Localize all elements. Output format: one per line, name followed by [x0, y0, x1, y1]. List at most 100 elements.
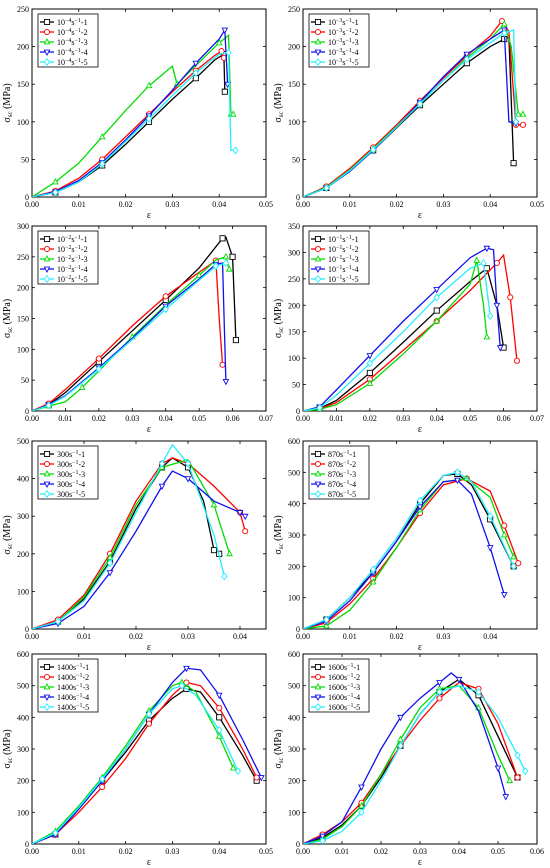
legend-unit-exponent: −1 [346, 28, 352, 34]
legend-marker [43, 49, 51, 56]
legend-unit-exponent: −1 [346, 58, 352, 64]
legend-series-name: -5 [354, 703, 361, 712]
legend-marker [314, 235, 322, 243]
legend-label: 10−4s−1-2 [57, 28, 88, 37]
series-line [32, 33, 234, 197]
x-tick: 0.01 [329, 226, 343, 423]
legend-entry: 1400s−1-4 [40, 693, 89, 702]
legend-label: 300s−1-1 [57, 450, 85, 459]
legend-series-name: -5 [81, 275, 88, 284]
y-tick: 150 [288, 328, 537, 337]
legend-unit-exponent: −1 [347, 663, 353, 669]
y-tick: 400 [17, 475, 266, 484]
legend-prefix: 1400 [57, 663, 73, 672]
data-point [54, 617, 62, 626]
x-tick: 0.06 [530, 654, 544, 856]
y-axis-title: σsc (MPa) [273, 299, 285, 338]
legend-marker [314, 481, 322, 488]
legend-marker [314, 673, 322, 681]
legend-marker [43, 673, 51, 681]
legend-entry: 870s−1-4 [311, 480, 356, 489]
legend-marker [314, 275, 322, 283]
chart-panel-1: 0.00 0.01 0.02 0.03 0.04 0.05 0 50 100 150 200 250 ε… [2, 5, 273, 221]
x-tick-label: 0.05 [259, 200, 273, 209]
legend-series-name: -2 [79, 460, 86, 469]
y-tick-label: 400 [288, 713, 300, 722]
x-tick: 0.02 [119, 9, 133, 209]
legend-prefix: 1400 [57, 693, 73, 702]
data-point [219, 235, 226, 242]
x-tick-label: 0.05 [463, 414, 477, 423]
legend-label: 1400s−1-3 [57, 683, 89, 692]
legend-prefix: 1400 [57, 703, 73, 712]
legend-series-name: -2 [83, 673, 90, 682]
legend-unit: s [342, 265, 345, 274]
series-line [32, 667, 262, 844]
x-tick: 0.03 [181, 441, 195, 641]
y-tick-label: 600 [17, 650, 29, 659]
x-tick-label: 0.01 [77, 632, 91, 641]
x-tick-label: 0.06 [497, 414, 511, 423]
y-tick-label: 250 [288, 5, 300, 14]
legend-unit: s [71, 38, 74, 47]
chart-panel-3: 0.00 0.01 0.02 0.03 0.04 0.05 0.06 0.07 0 50 100 15… [2, 222, 273, 435]
legend-prefix: 10 [328, 38, 336, 47]
data-point [433, 317, 441, 324]
legend-unit-exponent: −1 [347, 693, 353, 699]
legend-unit: s [342, 275, 345, 284]
data-point [323, 615, 330, 624]
data-point [183, 665, 190, 673]
x-tick: 0.02 [119, 654, 133, 856]
x-tick: 0.05 [530, 9, 544, 209]
legend-marker [43, 245, 51, 253]
x-tick: 0.05 [463, 226, 477, 423]
y-tick: 300 [17, 222, 266, 231]
legend-unit: s [71, 58, 74, 67]
data-point [210, 500, 218, 508]
data-point [195, 271, 203, 278]
x-tick: 0.02 [374, 654, 388, 856]
legend: 10−2s−1-110−2s−1-210−2s−1-310−2s−1-410−2… [37, 230, 99, 285]
x-tick-label: 0.04 [233, 632, 247, 641]
x-axis-title: ε [147, 642, 151, 653]
legend-series-name: -2 [352, 245, 359, 254]
legend-entry: 1400s−1-2 [40, 673, 89, 682]
x-tick: 0.06 [497, 226, 511, 423]
legend-exponent: −4 [65, 28, 71, 34]
y-axis-subscript: sc [6, 543, 14, 549]
legend-label: 10−3s−1-2 [328, 28, 359, 37]
legend-entry: 300s−1-4 [40, 480, 85, 489]
y-tick: 200 [288, 43, 537, 52]
y-tick: 250 [288, 275, 537, 284]
legend-series-name: -5 [79, 490, 86, 499]
y-tick-label: 0 [25, 625, 29, 634]
legend-label: 10−3s−1-3 [328, 38, 359, 47]
chart-panel-2: 0.00 0.01 0.02 0.03 0.04 0.05 0 50 100 150 200 250 ε… [273, 5, 544, 221]
legend-series-name: -5 [350, 490, 357, 499]
legend-entry: 10−2s−1-4 [40, 265, 88, 274]
legend-entry: 10−2s−1-1 [40, 235, 88, 244]
data-point [145, 720, 153, 727]
legend-exponent: −2 [65, 275, 71, 281]
data-point [370, 145, 377, 154]
y-tick: 50 [21, 155, 266, 164]
x-tick-label: 0.03 [125, 414, 139, 423]
legend-unit-exponent: −1 [346, 18, 352, 24]
data-point [366, 359, 374, 368]
legend-prefix: 1600 [328, 683, 344, 692]
y-axis-unit: (MPa) [273, 515, 284, 543]
legend-prefix: 300 [57, 480, 69, 489]
data-point [221, 27, 229, 35]
legend-prefix: 300 [57, 450, 69, 459]
x-tick-label: 0.04 [483, 200, 497, 209]
legend-prefix: 1400 [57, 683, 73, 692]
legend-label: 1400s−1-5 [57, 703, 89, 712]
y-tick-label: 50 [292, 381, 300, 390]
legend-label: 10−1s−1-2 [328, 245, 359, 254]
x-tick: 0.01 [343, 9, 357, 209]
y-tick: 200 [288, 777, 537, 786]
x-tick: 0.03 [436, 441, 450, 641]
data-point [455, 676, 463, 684]
y-tick-label: 100 [17, 587, 29, 596]
data-point [501, 29, 508, 38]
